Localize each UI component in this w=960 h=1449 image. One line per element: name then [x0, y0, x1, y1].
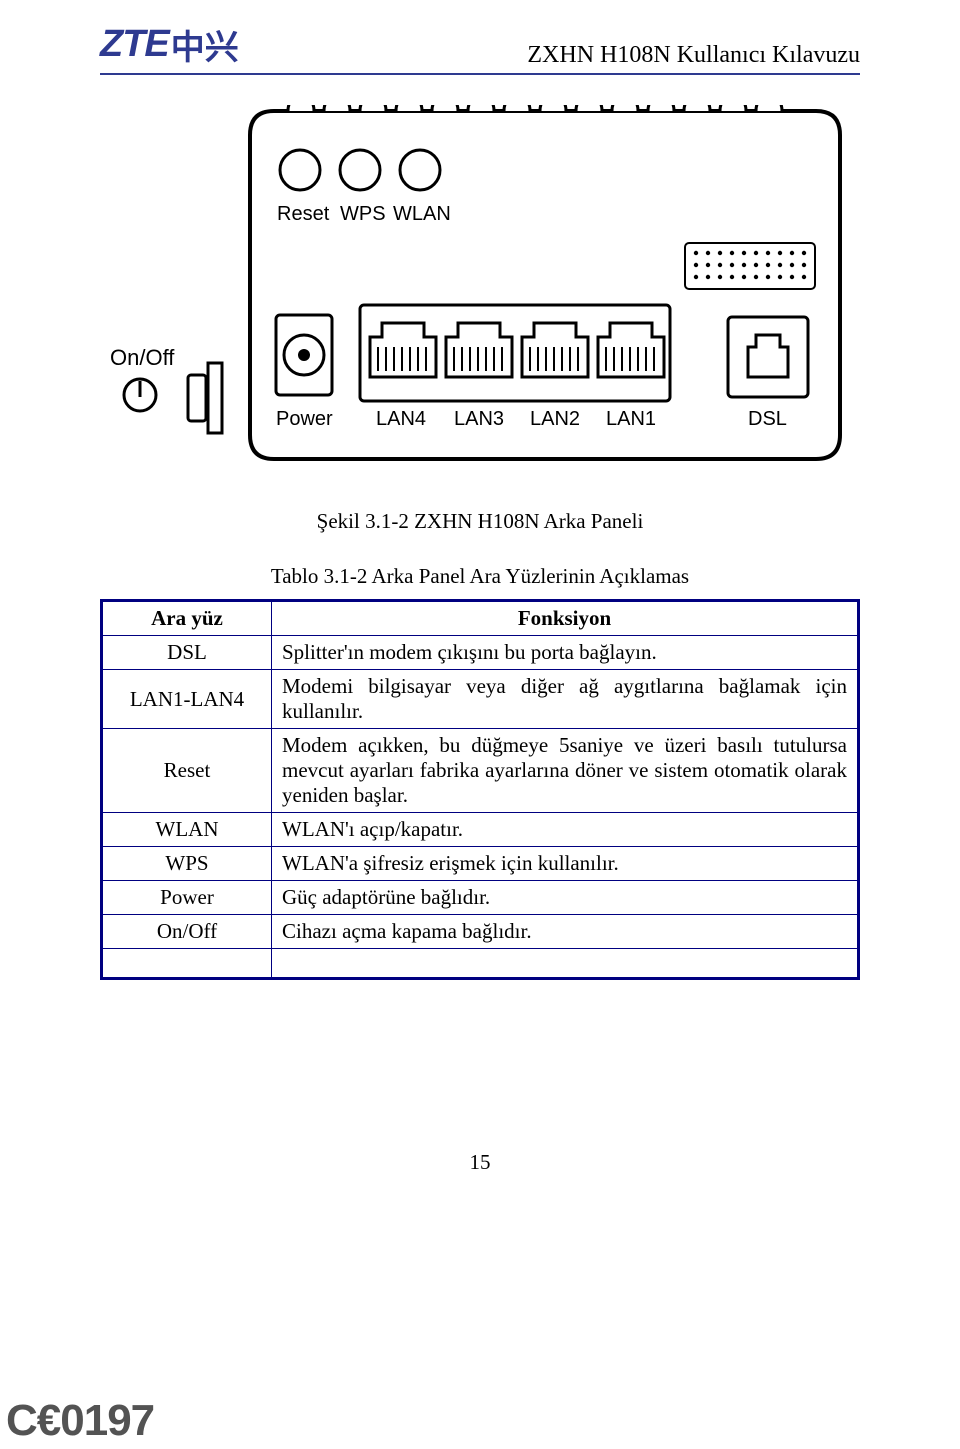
row-desc: Güç adaptörüne bağlıdır. [272, 881, 859, 915]
table-header-col1: Ara yüz [102, 601, 272, 636]
svg-text:Power: Power [276, 408, 333, 430]
logo-text-cjk: 中兴 [171, 20, 239, 69]
row-desc: Splitter'ın modem çıkışını bu porta bağl… [272, 636, 859, 670]
row-label: DSL [102, 636, 272, 670]
reset-btn-label: Reset [277, 203, 330, 225]
row-desc: WLAN'a şifresiz erişmek için kullanılır. [272, 847, 859, 881]
page-header: ZTE 中兴 ZXHN H108N Kullanıcı Kılavuzu [100, 20, 860, 75]
wps-btn-label: WPS [340, 203, 386, 225]
logo-text-main: ZTE [100, 23, 169, 66]
table-row: PowerGüç adaptörüne bağlıdır. [102, 881, 859, 915]
lan2-label: LAN2 [530, 408, 580, 430]
table-header-col2: Fonksiyon [272, 601, 859, 636]
chassis-outline [250, 111, 840, 459]
interface-table: Ara yüz Fonksiyon DSLSplitter'ın modem ç… [100, 599, 860, 980]
lan4-label: LAN4 [376, 408, 426, 430]
row-label: WLAN [102, 813, 272, 847]
row-label: On/Off [102, 915, 272, 949]
page-number: 15 [100, 1150, 860, 1175]
row-label: LAN1-LAN4 [102, 670, 272, 729]
table-row: On/OffCihazı açma kapama bağlıdır. [102, 915, 859, 949]
onoff-label: On/Off [110, 345, 175, 370]
table-row: DSLSplitter'ın modem çıkışını bu porta b… [102, 636, 859, 670]
table-caption: Tablo 3.1-2 Arka Panel Ara Yüzlerinin Aç… [100, 564, 860, 589]
figure-caption: Şekil 3.1-2 ZXHN H108N Arka Paneli [100, 509, 860, 534]
row-label: Power [102, 881, 272, 915]
table-row-empty [102, 949, 859, 979]
top-buttons: Reset WPS WLAN [277, 150, 451, 225]
logo: ZTE 中兴 [100, 20, 239, 69]
lan-ports [360, 305, 670, 401]
dsl-port [728, 317, 808, 397]
table-row: ResetModem açıkken, bu düğmeye 5saniye v… [102, 729, 859, 813]
row-desc: WLAN'ı açıp/kapatır. [272, 813, 859, 847]
row-label: Reset [102, 729, 272, 813]
rear-panel-diagram: On/Off [100, 105, 860, 495]
row-label: WPS [102, 847, 272, 881]
table-body: DSLSplitter'ın modem çıkışını bu porta b… [102, 636, 859, 979]
row-desc: Cihazı açma kapama bağlıdır. [272, 915, 859, 949]
dsl-label: DSL [748, 408, 787, 430]
table-row: WLANWLAN'ı açıp/kapatır. [102, 813, 859, 847]
table-row: WPSWLAN'a şifresiz erişmek için kullanıl… [102, 847, 859, 881]
lan1-label: LAN1 [606, 408, 656, 430]
onoff-button-block [188, 363, 222, 433]
wlan-btn-label: WLAN [393, 203, 451, 225]
row-desc: Modem açıkken, bu düğmeye 5saniye ve üze… [272, 729, 859, 813]
lan3-label: LAN3 [454, 408, 504, 430]
row-desc: Modemi bilgisayar veya diğer ağ aygıtlar… [272, 670, 859, 729]
table-row: LAN1-LAN4Modemi bilgisayar veya diğer ağ… [102, 670, 859, 729]
ce-mark: C€0197 [6, 1399, 154, 1443]
power-port: Power [276, 315, 333, 430]
document-title: ZXHN H108N Kullanıcı Kılavuzu [527, 42, 860, 69]
